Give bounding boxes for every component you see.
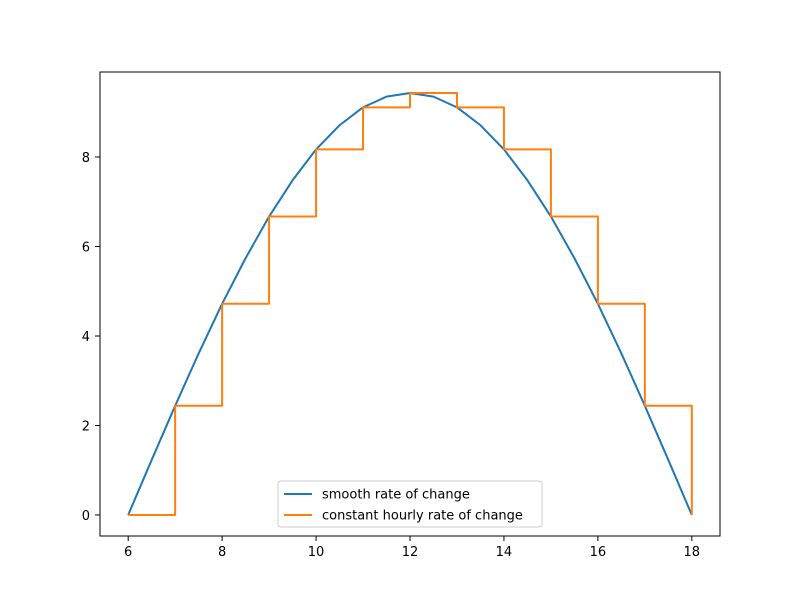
x-axis: 6 8 10 12 14 16 18 bbox=[124, 536, 700, 560]
y-tick-label: 4 bbox=[82, 330, 90, 345]
y-axis: 0 2 4 6 8 bbox=[82, 151, 100, 524]
legend-label: smooth rate of change bbox=[322, 488, 470, 503]
x-tick-label: 10 bbox=[308, 545, 325, 560]
y-tick-label: 6 bbox=[82, 241, 90, 256]
legend-box bbox=[277, 480, 543, 528]
x-tick-label: 14 bbox=[496, 545, 513, 560]
x-tick-label: 16 bbox=[590, 545, 607, 560]
x-tick-label: 18 bbox=[684, 545, 701, 560]
x-tick-label: 12 bbox=[402, 545, 419, 560]
y-tick-label: 2 bbox=[82, 419, 90, 434]
y-tick-label: 8 bbox=[82, 151, 90, 166]
series-line-constant-hourly bbox=[128, 92, 693, 516]
y-tick-label: 0 bbox=[82, 509, 90, 524]
legend-label: constant hourly rate of change bbox=[322, 509, 523, 524]
legend: smooth rate of change constant hourly rat… bbox=[277, 480, 543, 528]
series-layer bbox=[127, 92, 693, 516]
x-tick-label: 8 bbox=[218, 545, 226, 560]
plot-frame bbox=[99, 71, 721, 537]
x-tick-label: 6 bbox=[124, 545, 132, 560]
